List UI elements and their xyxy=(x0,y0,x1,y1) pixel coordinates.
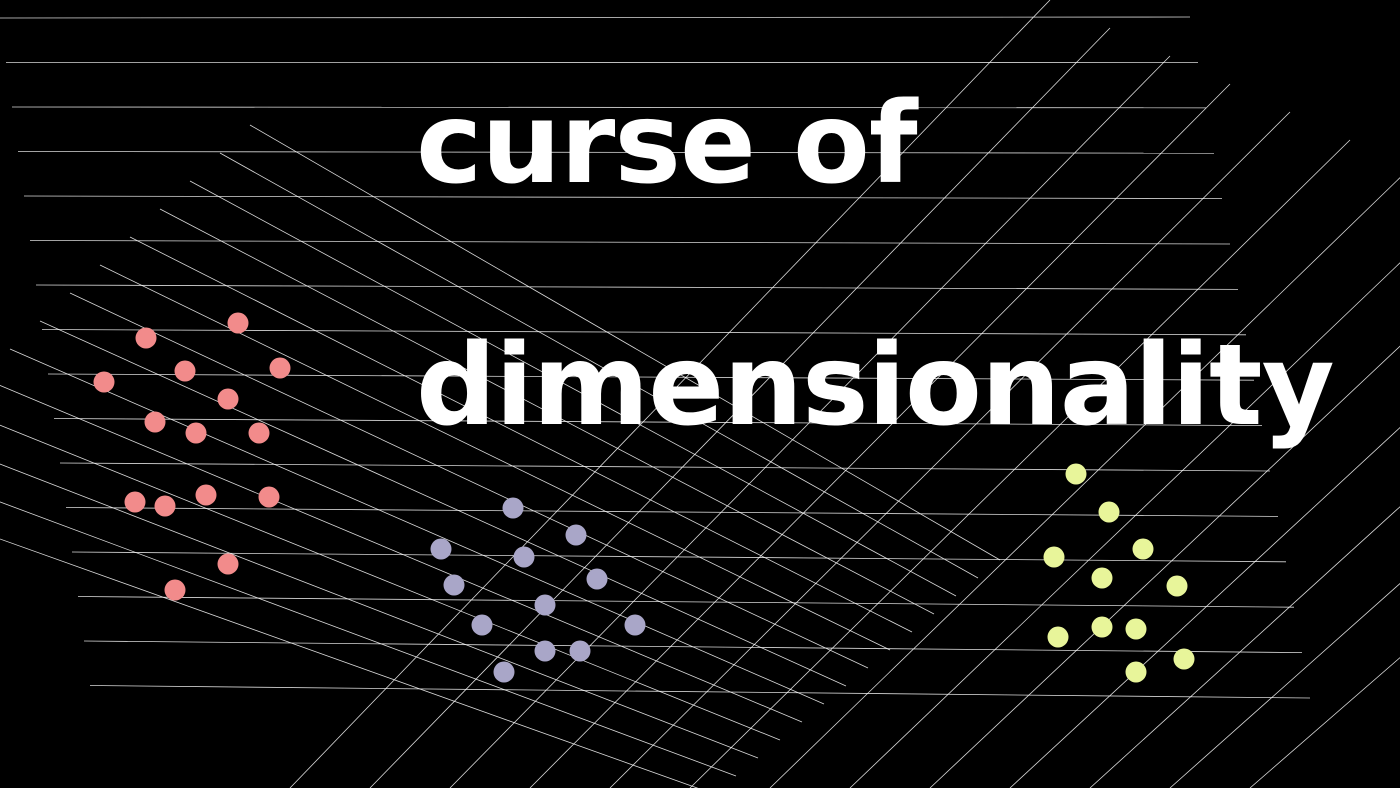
data-point xyxy=(624,614,646,636)
data-point xyxy=(430,538,452,560)
descending-grid-line xyxy=(249,124,1001,561)
ascending-grid-line xyxy=(849,262,1400,788)
descending-grid-line xyxy=(9,348,825,705)
descending-grid-line xyxy=(189,180,957,597)
data-point xyxy=(1091,616,1113,638)
horizontal-grid-line xyxy=(77,596,1295,608)
data-point xyxy=(513,546,535,568)
data-point xyxy=(1065,463,1087,485)
data-point xyxy=(565,524,587,546)
data-point xyxy=(1166,575,1188,597)
descending-grid-line xyxy=(39,320,847,687)
data-point xyxy=(1047,626,1069,648)
data-point xyxy=(217,553,239,575)
data-point xyxy=(1043,546,1065,568)
data-point xyxy=(1173,648,1195,670)
data-point xyxy=(258,486,280,508)
yellow-cluster xyxy=(1043,463,1195,683)
horizontal-grid-line xyxy=(89,685,1311,699)
descending-grid-line xyxy=(0,463,759,759)
ascending-grid-line xyxy=(689,139,1351,788)
ascending-grid-line xyxy=(369,27,1111,788)
descending-grid-line xyxy=(129,236,913,633)
data-point xyxy=(502,497,524,519)
ascending-grid-line xyxy=(529,83,1231,788)
data-point xyxy=(164,579,186,601)
horizontal-grid-line xyxy=(29,240,1231,245)
horizontal-grid-line xyxy=(71,551,1287,563)
descending-grid-line xyxy=(0,501,737,777)
descending-grid-line xyxy=(0,538,699,788)
data-point xyxy=(493,661,515,683)
ascending-grid-line xyxy=(1169,583,1400,788)
data-point xyxy=(443,574,465,596)
horizontal-grid-line xyxy=(0,16,1191,19)
data-point xyxy=(154,495,176,517)
horizontal-grid-line xyxy=(65,507,1279,517)
ascending-grid-lines xyxy=(289,0,1400,788)
descending-grid-line xyxy=(0,424,781,741)
data-points xyxy=(93,312,1195,683)
lavender-cluster xyxy=(430,497,646,683)
data-point xyxy=(135,327,157,349)
descending-grid-line xyxy=(219,152,979,579)
ascending-grid-line xyxy=(929,345,1400,788)
data-point xyxy=(248,422,270,444)
data-point xyxy=(124,491,146,513)
ascending-grid-line xyxy=(1249,657,1400,788)
data-point xyxy=(1125,618,1147,640)
descending-grid-line xyxy=(69,292,869,669)
data-point xyxy=(1098,501,1120,523)
ascending-grid-line xyxy=(449,55,1171,788)
data-point xyxy=(185,422,207,444)
ascending-grid-line xyxy=(1009,427,1400,788)
data-point xyxy=(227,312,249,334)
horizontal-grid-line xyxy=(47,373,1255,381)
ascending-grid-line xyxy=(1089,506,1400,788)
data-point xyxy=(569,640,591,662)
descending-grid-line xyxy=(159,208,935,615)
descending-grid-line xyxy=(0,384,803,723)
horizontal-grid-line xyxy=(17,151,1215,154)
horizontal-grid-line xyxy=(35,284,1239,290)
data-point xyxy=(471,614,493,636)
data-point xyxy=(534,640,556,662)
data-point xyxy=(93,371,115,393)
ascending-grid-line xyxy=(769,177,1400,788)
data-point xyxy=(586,568,608,590)
horizontal-grid-line xyxy=(23,195,1223,200)
data-point xyxy=(1091,567,1113,589)
data-point xyxy=(534,594,556,616)
data-point xyxy=(269,357,291,379)
data-point xyxy=(174,360,196,382)
data-point xyxy=(1125,661,1147,683)
data-point xyxy=(144,411,166,433)
horizontal-grid-line xyxy=(11,106,1207,109)
red-cluster xyxy=(93,312,291,601)
ascending-grid-line xyxy=(609,111,1291,788)
title-line-2: dimensionality xyxy=(416,321,1335,451)
title-line-1: curse of xyxy=(416,79,918,209)
ascending-grid-line xyxy=(289,0,1051,788)
descending-grid-lines xyxy=(0,124,1001,788)
data-point xyxy=(195,484,217,506)
data-point xyxy=(1132,538,1154,560)
data-point xyxy=(217,388,239,410)
